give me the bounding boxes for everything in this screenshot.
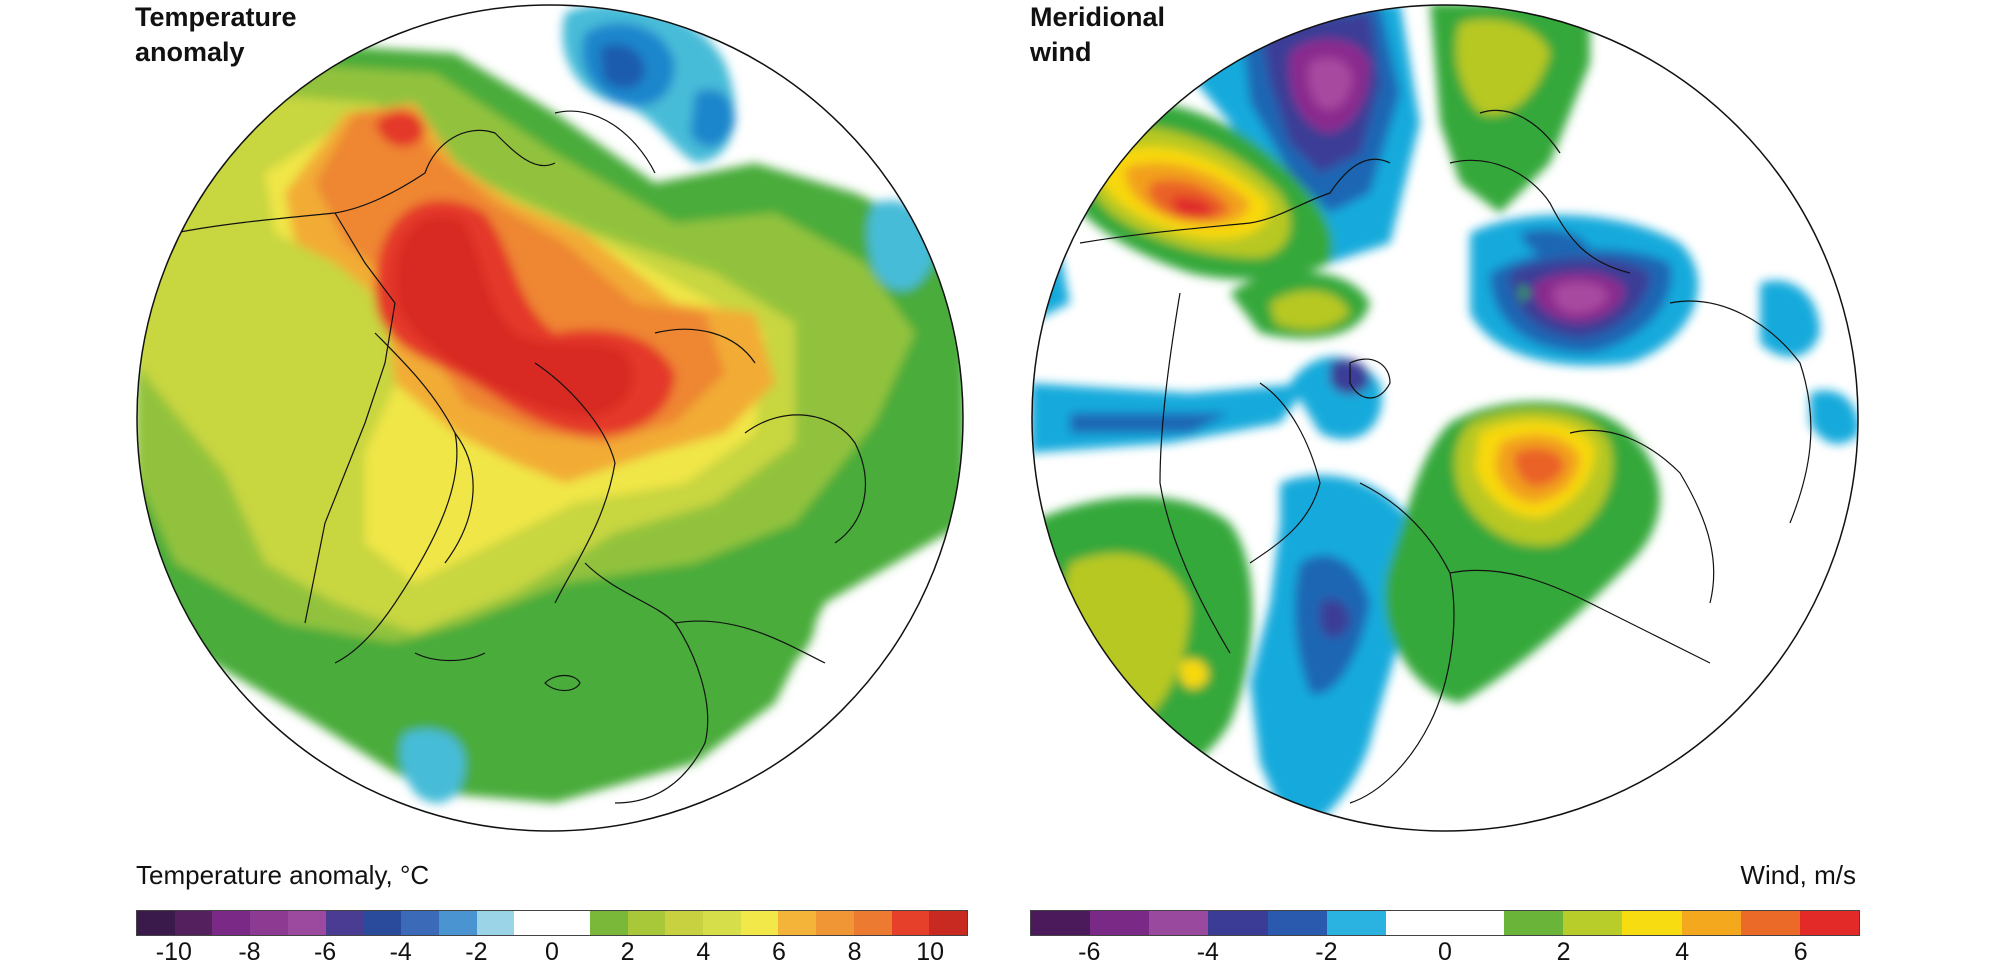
colorbar-swatch xyxy=(514,911,553,935)
contour-dark-red xyxy=(395,215,633,418)
colorbar-tick-label: 2 xyxy=(1556,938,1571,966)
colorbar-swatch xyxy=(740,911,779,935)
coastlines xyxy=(1079,109,1812,804)
colorbar-swatch xyxy=(853,911,892,935)
colorbar-swatch xyxy=(1444,911,1505,935)
colorbar-swatch xyxy=(1031,911,1091,935)
coastlines xyxy=(174,110,866,804)
colorbar-tick-label: -4 xyxy=(1196,938,1219,966)
colorbar-swatch xyxy=(287,911,326,935)
colorbar-swatch xyxy=(476,911,515,935)
colorbar-tick-label: -4 xyxy=(389,938,412,966)
colorbar-swatch xyxy=(1385,911,1445,935)
temperature-anomaly-map xyxy=(136,4,964,832)
colorbar-swatch xyxy=(363,911,402,935)
colorbar-swatch xyxy=(1740,911,1800,935)
colorbar-tick-label: -6 xyxy=(1078,938,1101,966)
colorbar-swatch xyxy=(1799,911,1859,935)
colorbar-tick-label: 0 xyxy=(545,938,559,966)
wind-blue xyxy=(1070,5,1672,695)
colorbar-tick-label: 4 xyxy=(696,938,711,966)
colorbar-tick-label: 2 xyxy=(620,938,635,966)
colorbar-swatch xyxy=(627,911,666,935)
colorbar-tick-label: -6 xyxy=(313,938,337,966)
colorbar-swatch xyxy=(1267,911,1327,935)
temperature-colorbar-label: Temperature anomaly, °C xyxy=(136,860,430,890)
colorbar-swatch xyxy=(816,911,854,935)
wind-colorbar-ticks: -6 -4 -2 0 2 4 6 xyxy=(1030,938,1860,968)
colorbar-swatch xyxy=(1504,911,1564,935)
colorbar-swatch xyxy=(891,911,930,935)
colorbar-tick-label: 8 xyxy=(847,938,862,966)
colorbar-swatch xyxy=(174,911,213,935)
wind-panel-title: Meridional wind xyxy=(1030,2,1166,67)
colorbar-swatch xyxy=(1563,911,1623,935)
colorbar-swatch xyxy=(212,911,251,935)
colorbar-swatch xyxy=(1326,911,1386,935)
colorbar-tick-label: 4 xyxy=(1675,938,1690,966)
colorbar-tick-label: -10 xyxy=(155,938,192,966)
colorbar-swatch xyxy=(589,911,628,935)
colorbar-swatch xyxy=(1622,911,1682,935)
colorbar-swatch xyxy=(401,911,439,935)
colorbar-tick-label: 10 xyxy=(916,938,945,966)
colorbar-swatch xyxy=(325,911,364,935)
colorbar-tick-label: -2 xyxy=(465,938,488,966)
colorbar-swatch xyxy=(665,911,704,935)
colorbar-swatch xyxy=(1681,911,1741,935)
colorbar-swatch xyxy=(1208,911,1268,935)
colorbar-swatch xyxy=(703,911,741,935)
wind-red xyxy=(1170,196,1215,217)
colorbar-tick-label: 6 xyxy=(1793,938,1808,966)
colorbar-tick-label: 0 xyxy=(1438,938,1452,966)
colorbar-tick-label: -8 xyxy=(238,938,261,966)
temperature-panel-title: Temperature anomaly xyxy=(135,2,297,67)
colorbar-swatch xyxy=(1090,911,1150,935)
wind-colorbar xyxy=(1030,910,1860,936)
colorbar-tick-label: 6 xyxy=(771,938,786,966)
colorbar-swatch xyxy=(137,911,175,935)
wind-magenta xyxy=(1308,58,1608,314)
colorbar-swatch xyxy=(778,911,817,935)
contour-navy xyxy=(600,44,645,89)
meridional-wind-map xyxy=(1031,4,1859,832)
colorbar-swatch xyxy=(929,911,968,935)
temperature-colorbar-ticks: -10 -8 -6 -4 -2 0 2 4 6 8 10 xyxy=(136,938,968,968)
colorbar-swatch xyxy=(552,911,590,935)
temperature-colorbar xyxy=(136,910,968,936)
colorbar-swatch xyxy=(438,911,477,935)
colorbar-swatch xyxy=(250,911,288,935)
colorbar-tick-label: -2 xyxy=(1315,938,1338,966)
colorbar-swatch xyxy=(1149,911,1209,935)
wind-colorbar-label: Wind, m/s xyxy=(1740,860,1856,890)
